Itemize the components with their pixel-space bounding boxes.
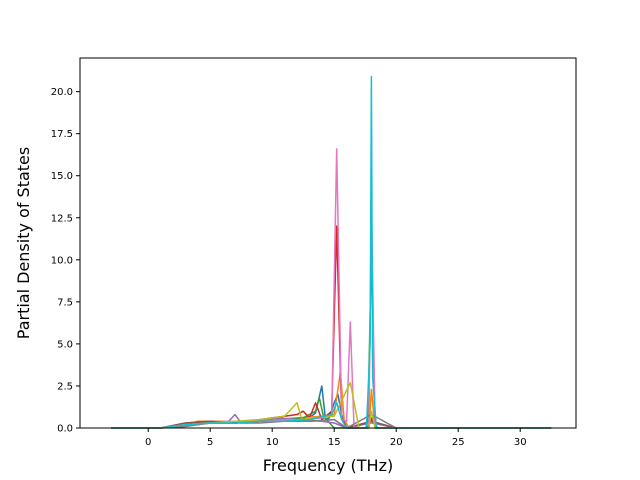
series-line-10 xyxy=(111,75,552,429)
y-tick-label: 10.0 xyxy=(51,255,73,266)
series-layer xyxy=(111,75,552,429)
x-tick-label: 15 xyxy=(328,437,341,448)
y-axis-label: Partial Density of States xyxy=(14,147,33,339)
x-tick-label: 30 xyxy=(514,437,527,448)
x-tick-label: 10 xyxy=(266,437,279,448)
x-tick-label: 0 xyxy=(145,437,151,448)
y-tick-label: 5.0 xyxy=(57,339,73,350)
plot-background xyxy=(80,58,576,428)
plot-frame xyxy=(79,57,577,429)
y-tick-label: 2.5 xyxy=(57,381,73,392)
x-axis-ticks: 0 5 10 15 20 25 30 xyxy=(145,428,527,448)
y-axis-ticks: 0.0 2.5 5.0 7.5 10.0 12.5 15.0 17.5 20.0 xyxy=(51,87,80,435)
x-tick-label: 5 xyxy=(207,437,213,448)
y-tick-label: 20.0 xyxy=(51,87,73,98)
y-tick-label: 7.5 xyxy=(57,297,73,308)
y-tick-label: 17.5 xyxy=(51,129,73,140)
x-tick-label: 20 xyxy=(390,437,403,448)
y-tick-label: 15.0 xyxy=(51,171,73,182)
x-axis-label: Frequency (THz) xyxy=(263,456,393,475)
x-tick-label: 25 xyxy=(452,437,465,448)
y-tick-label: 0.0 xyxy=(57,424,73,435)
y-tick-label: 12.5 xyxy=(51,213,73,224)
